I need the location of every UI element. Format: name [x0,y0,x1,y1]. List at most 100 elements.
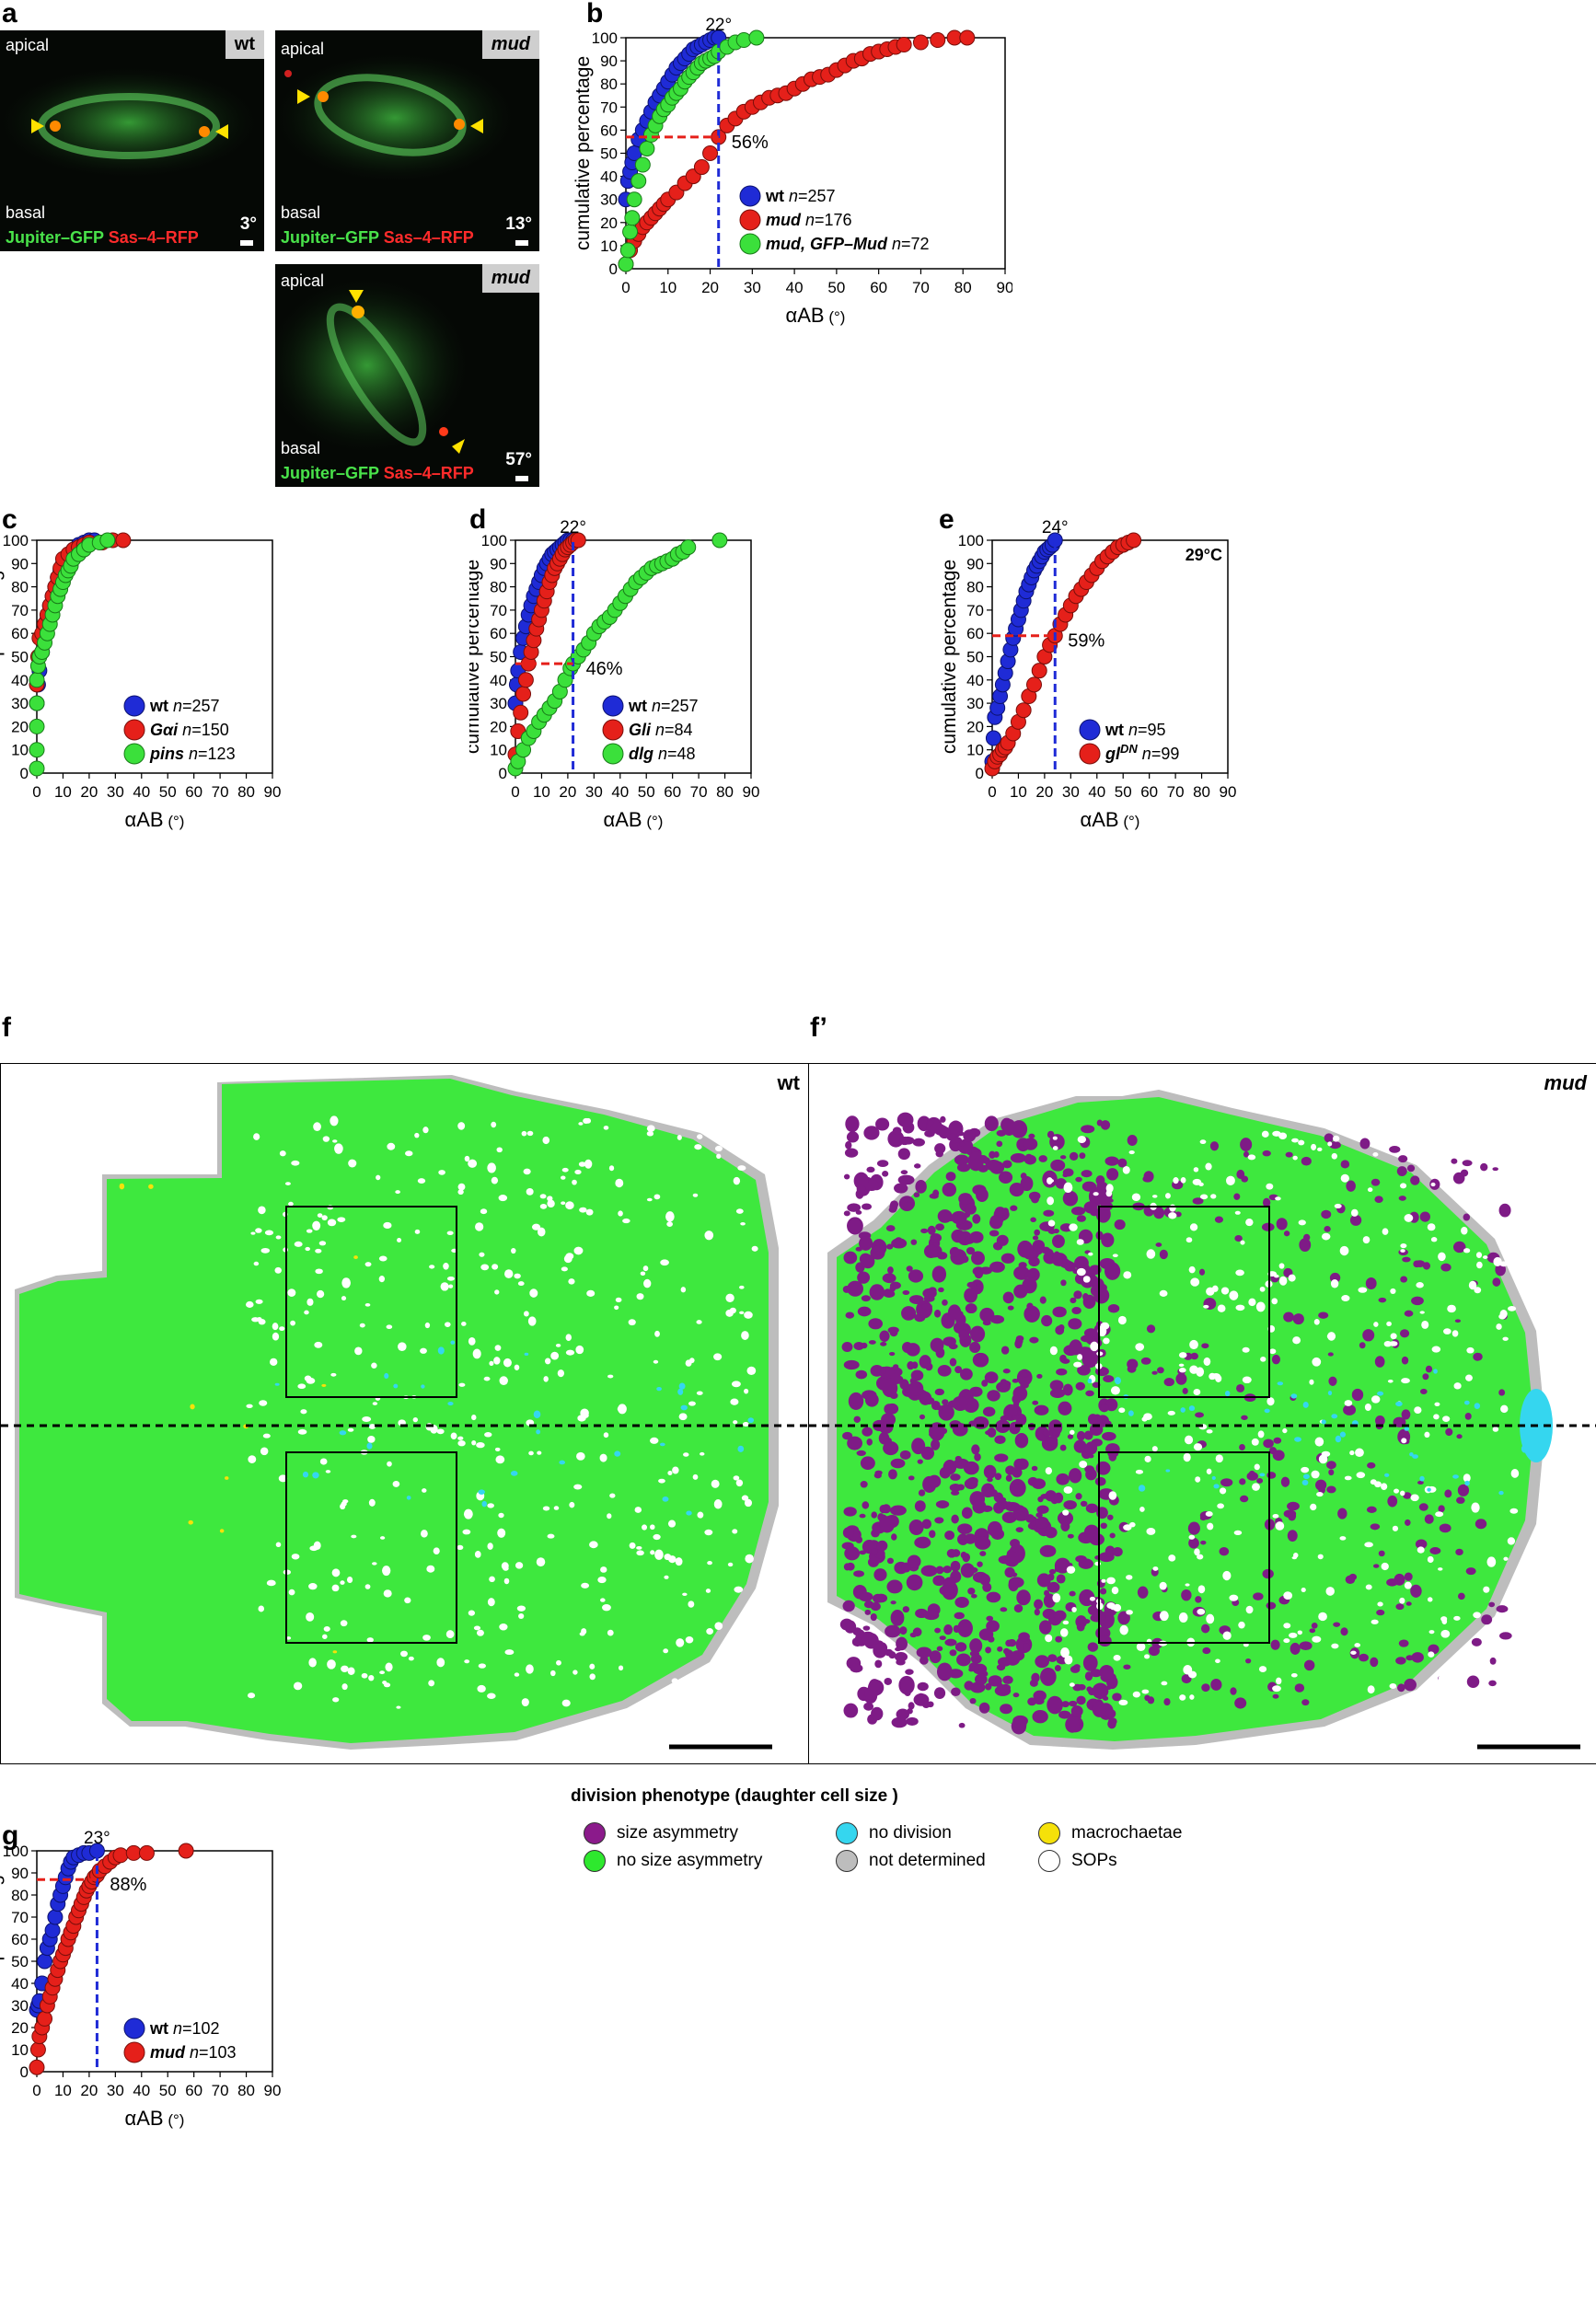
cell-mark [278,1474,288,1483]
data-point-mud [930,32,946,49]
cell-mark [969,1638,983,1654]
cell-mark [997,1646,1003,1652]
cell-mark [351,1534,357,1539]
cell-mark [937,1364,952,1377]
cell-mark [1155,1242,1162,1247]
cell-mark [968,1662,980,1672]
cell-mark [1486,1556,1497,1567]
cyan-swatch-icon [836,1822,858,1844]
cell-mark [1377,1601,1383,1607]
cell-mark [711,1479,720,1488]
cell-mark [308,1583,318,1590]
legend-marker [739,233,761,255]
cell-mark [1127,1135,1138,1146]
cell-mark [1080,1500,1088,1508]
cell-mark [954,1642,967,1652]
cell-mark [1247,1154,1256,1161]
x-axis-label: αAB (°) [125,808,185,831]
cell-mark [1401,1378,1410,1384]
cell-mark [1123,1524,1132,1531]
cell-mark [1273,1437,1282,1444]
cell-mark [556,1659,561,1666]
cell-mark [678,1413,688,1421]
data-point-Gli [517,672,534,688]
cell-mark [1242,1376,1252,1384]
y-tick-label: 50 [11,649,29,666]
cell-mark [1442,1415,1451,1422]
cell-mark [318,1241,327,1246]
cell-mark [1193,1167,1199,1173]
cell-mark [529,1288,538,1298]
cell-mark [744,1388,749,1394]
region-box-upper [1098,1206,1270,1398]
cell-mark [1503,1556,1509,1561]
cell-mark [330,1372,337,1377]
cell-mark [392,1480,400,1487]
x-tick-label: 20 [80,783,98,801]
cell-mark [1135,1469,1144,1474]
cell-mark [550,1351,560,1360]
cell-mark [1424,1431,1430,1439]
cell-mark [1303,1233,1311,1242]
cell-mark [903,1201,914,1210]
legend-entry: wt n=257 [765,187,836,205]
cell-mark [725,1309,734,1317]
cell-mark [1350,1208,1359,1217]
cell-mark [1370,1395,1381,1404]
cell-mark [1055,1635,1063,1643]
cell-mark [1135,1343,1145,1351]
cell-mark [1217,1304,1226,1312]
cell-mark [1341,1295,1350,1302]
cell-mark [297,1383,306,1390]
cell-mark [302,1471,309,1478]
cell-mark [1047,1573,1055,1581]
cell-mark [1069,1223,1078,1231]
cell-mark [1087,1605,1098,1615]
cell-mark [1087,1378,1093,1384]
cell-mark [1053,1610,1067,1622]
cell-mark [1114,1219,1126,1231]
cell-mark [272,1323,279,1331]
cell-mark [1041,1314,1053,1327]
cell-mark [1217,1503,1224,1509]
cell-mark [1364,1542,1373,1548]
x-tick-label: 60 [1140,783,1158,801]
cell-mark [1439,1149,1449,1160]
cell-mark [906,1716,919,1727]
cell-mark [1062,1383,1073,1396]
data-point-glDN [1015,702,1032,719]
cell-mark [1081,1335,1093,1343]
cell-mark [1455,1548,1463,1556]
cell-mark [984,1115,999,1132]
cell-mark [1111,1586,1119,1595]
cell-mark [727,1117,734,1123]
cell-mark [1387,1380,1394,1383]
data-point-glDN [1026,676,1043,693]
legend-entry: wt n=102 [149,2019,220,2038]
y-tick-label: 90 [490,555,507,572]
cell-mark [1510,1469,1520,1478]
cell-mark [971,1251,985,1265]
legend-entry: Gli n=84 [629,721,693,739]
y-tick-label: 70 [600,98,618,116]
cell-mark [1404,1427,1410,1431]
y-tick-label: 40 [490,672,507,689]
cell-mark [1483,1586,1490,1593]
cell-mark [909,1381,924,1396]
cell-mark [1056,1473,1070,1485]
cell-mark [384,1372,389,1380]
x-tick-label: 20 [559,783,576,801]
cell-mark [1312,1357,1322,1367]
cell-mark [364,1584,371,1589]
cell-mark [1419,1475,1425,1482]
cell-mark [1431,1346,1441,1353]
cell-mark [985,1647,991,1654]
cell-mark [882,1273,896,1284]
cell-mark [692,1193,699,1197]
cell-mark [1063,1485,1073,1494]
cell-mark [1276,1677,1282,1685]
green-channel-label: Jupiter–GFP [281,464,379,482]
cell-mark [1417,1546,1425,1554]
cell-mark [1148,1646,1160,1657]
cell-mark [906,1343,920,1357]
